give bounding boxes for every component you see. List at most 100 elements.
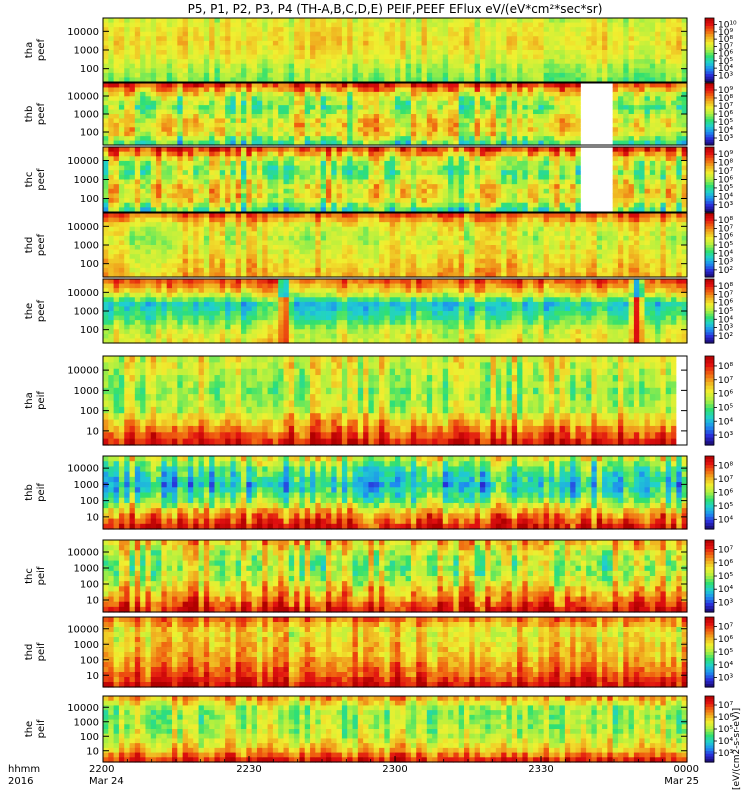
heatmap-cell — [341, 77, 348, 83]
heatmap-cell — [256, 68, 263, 74]
heatmap-cell — [602, 207, 608, 213]
heatmap-cell — [453, 22, 460, 28]
heatmap-cell — [517, 114, 524, 120]
heatmap-cell — [294, 68, 301, 74]
heatmap-cell — [113, 156, 120, 162]
heatmap-cell — [522, 140, 529, 146]
heatmap-cell — [134, 68, 141, 74]
heatmap-cell — [633, 188, 640, 195]
heatmap-cell — [501, 174, 508, 181]
heatmap-cell — [570, 91, 577, 97]
heatmap-cell — [421, 136, 428, 142]
heatmap-cell — [596, 188, 603, 195]
heatmap-cell — [267, 179, 274, 185]
heatmap-cell — [410, 68, 417, 74]
heatmap-cell — [288, 100, 295, 106]
heatmap-cell — [278, 105, 285, 111]
heatmap-cell — [310, 156, 316, 162]
heatmap-cell — [437, 109, 444, 115]
heatmap-cell — [341, 179, 348, 185]
heatmap-cell — [225, 27, 232, 33]
heatmap-cell — [278, 160, 285, 167]
heatmap-cell — [352, 160, 359, 167]
heatmap-cell — [283, 63, 290, 69]
heatmap-cell — [145, 263, 152, 269]
heatmap-cell — [559, 96, 566, 102]
heatmap-cell — [681, 83, 688, 89]
heatmap-cell — [357, 193, 364, 199]
heatmap-cell — [416, 127, 423, 133]
heatmap-cell — [256, 87, 263, 93]
heatmap-cell — [108, 165, 115, 171]
heatmap-cell — [347, 31, 354, 37]
heatmap-cell — [267, 50, 274, 56]
heatmap-cell — [501, 50, 508, 56]
heatmap-cell — [341, 170, 348, 176]
heatmap-cell — [113, 22, 120, 28]
heatmap-cell — [161, 87, 168, 93]
heatmap-cell — [368, 72, 375, 79]
colorbar-tick-label: 10⁴ — [718, 192, 733, 202]
heatmap-cell — [272, 96, 279, 102]
heatmap-cell — [617, 63, 624, 69]
heatmap-cell — [607, 193, 614, 199]
heatmap-cell — [299, 151, 306, 157]
heatmap-cell — [187, 31, 194, 37]
heatmap-cell — [410, 122, 417, 128]
heatmap-cell — [559, 188, 566, 195]
heatmap-cell — [596, 184, 603, 190]
heatmap-cell — [607, 147, 614, 153]
heatmap-cell — [352, 207, 359, 213]
heatmap-cell — [203, 202, 210, 208]
heatmap-cell — [272, 59, 279, 65]
heatmap-cell — [299, 36, 306, 42]
heatmap-cell — [575, 179, 582, 185]
heatmap-cell — [325, 160, 332, 167]
heatmap-cell — [310, 63, 316, 69]
heatmap-cell — [538, 174, 545, 181]
heatmap-cell — [612, 31, 619, 37]
heatmap-cell — [395, 27, 401, 33]
heatmap-cell — [230, 140, 237, 146]
heatmap-cell — [198, 198, 205, 204]
heatmap-cell — [469, 91, 476, 97]
heatmap-cell — [485, 174, 492, 181]
heatmap-cell — [283, 118, 290, 124]
heatmap-cell — [533, 87, 539, 93]
heatmap-cell — [495, 193, 502, 199]
heatmap-cell — [596, 170, 603, 176]
heatmap-cell — [464, 188, 470, 195]
heatmap-cell — [591, 147, 598, 153]
heatmap-cell — [373, 174, 380, 181]
heatmap-cell — [267, 202, 274, 208]
heatmap-cell — [225, 188, 232, 195]
heatmap-cell — [315, 18, 322, 24]
heatmap-cell — [256, 54, 263, 60]
colorbar-segment — [705, 63, 714, 67]
heatmap-cell — [251, 156, 258, 162]
heatmap-cell — [272, 87, 279, 93]
heatmap-cell — [331, 184, 338, 190]
heatmap-cell — [166, 272, 173, 278]
heatmap-cell — [278, 45, 285, 51]
heatmap-cell — [527, 50, 534, 56]
heatmap-cell — [623, 109, 630, 115]
heatmap-cell — [272, 202, 279, 208]
heatmap-cell — [448, 22, 454, 28]
heatmap-cell — [341, 188, 348, 195]
colorbar-tick-label: 10³ — [718, 71, 733, 81]
heatmap-cell — [299, 136, 306, 142]
heatmap-cell — [469, 100, 476, 106]
heatmap-cell — [304, 165, 311, 171]
heatmap-cell — [591, 40, 598, 47]
heatmap-cell — [251, 151, 258, 157]
heatmap-cell — [145, 22, 152, 28]
heatmap-cell — [272, 193, 279, 199]
heatmap-cell — [283, 91, 290, 97]
heatmap-cell — [548, 27, 555, 33]
heatmap-cell — [591, 184, 598, 190]
heatmap-cell — [485, 54, 492, 60]
heatmap-cell — [432, 105, 439, 111]
heatmap-cell — [469, 131, 476, 137]
heatmap-cell — [294, 72, 301, 79]
